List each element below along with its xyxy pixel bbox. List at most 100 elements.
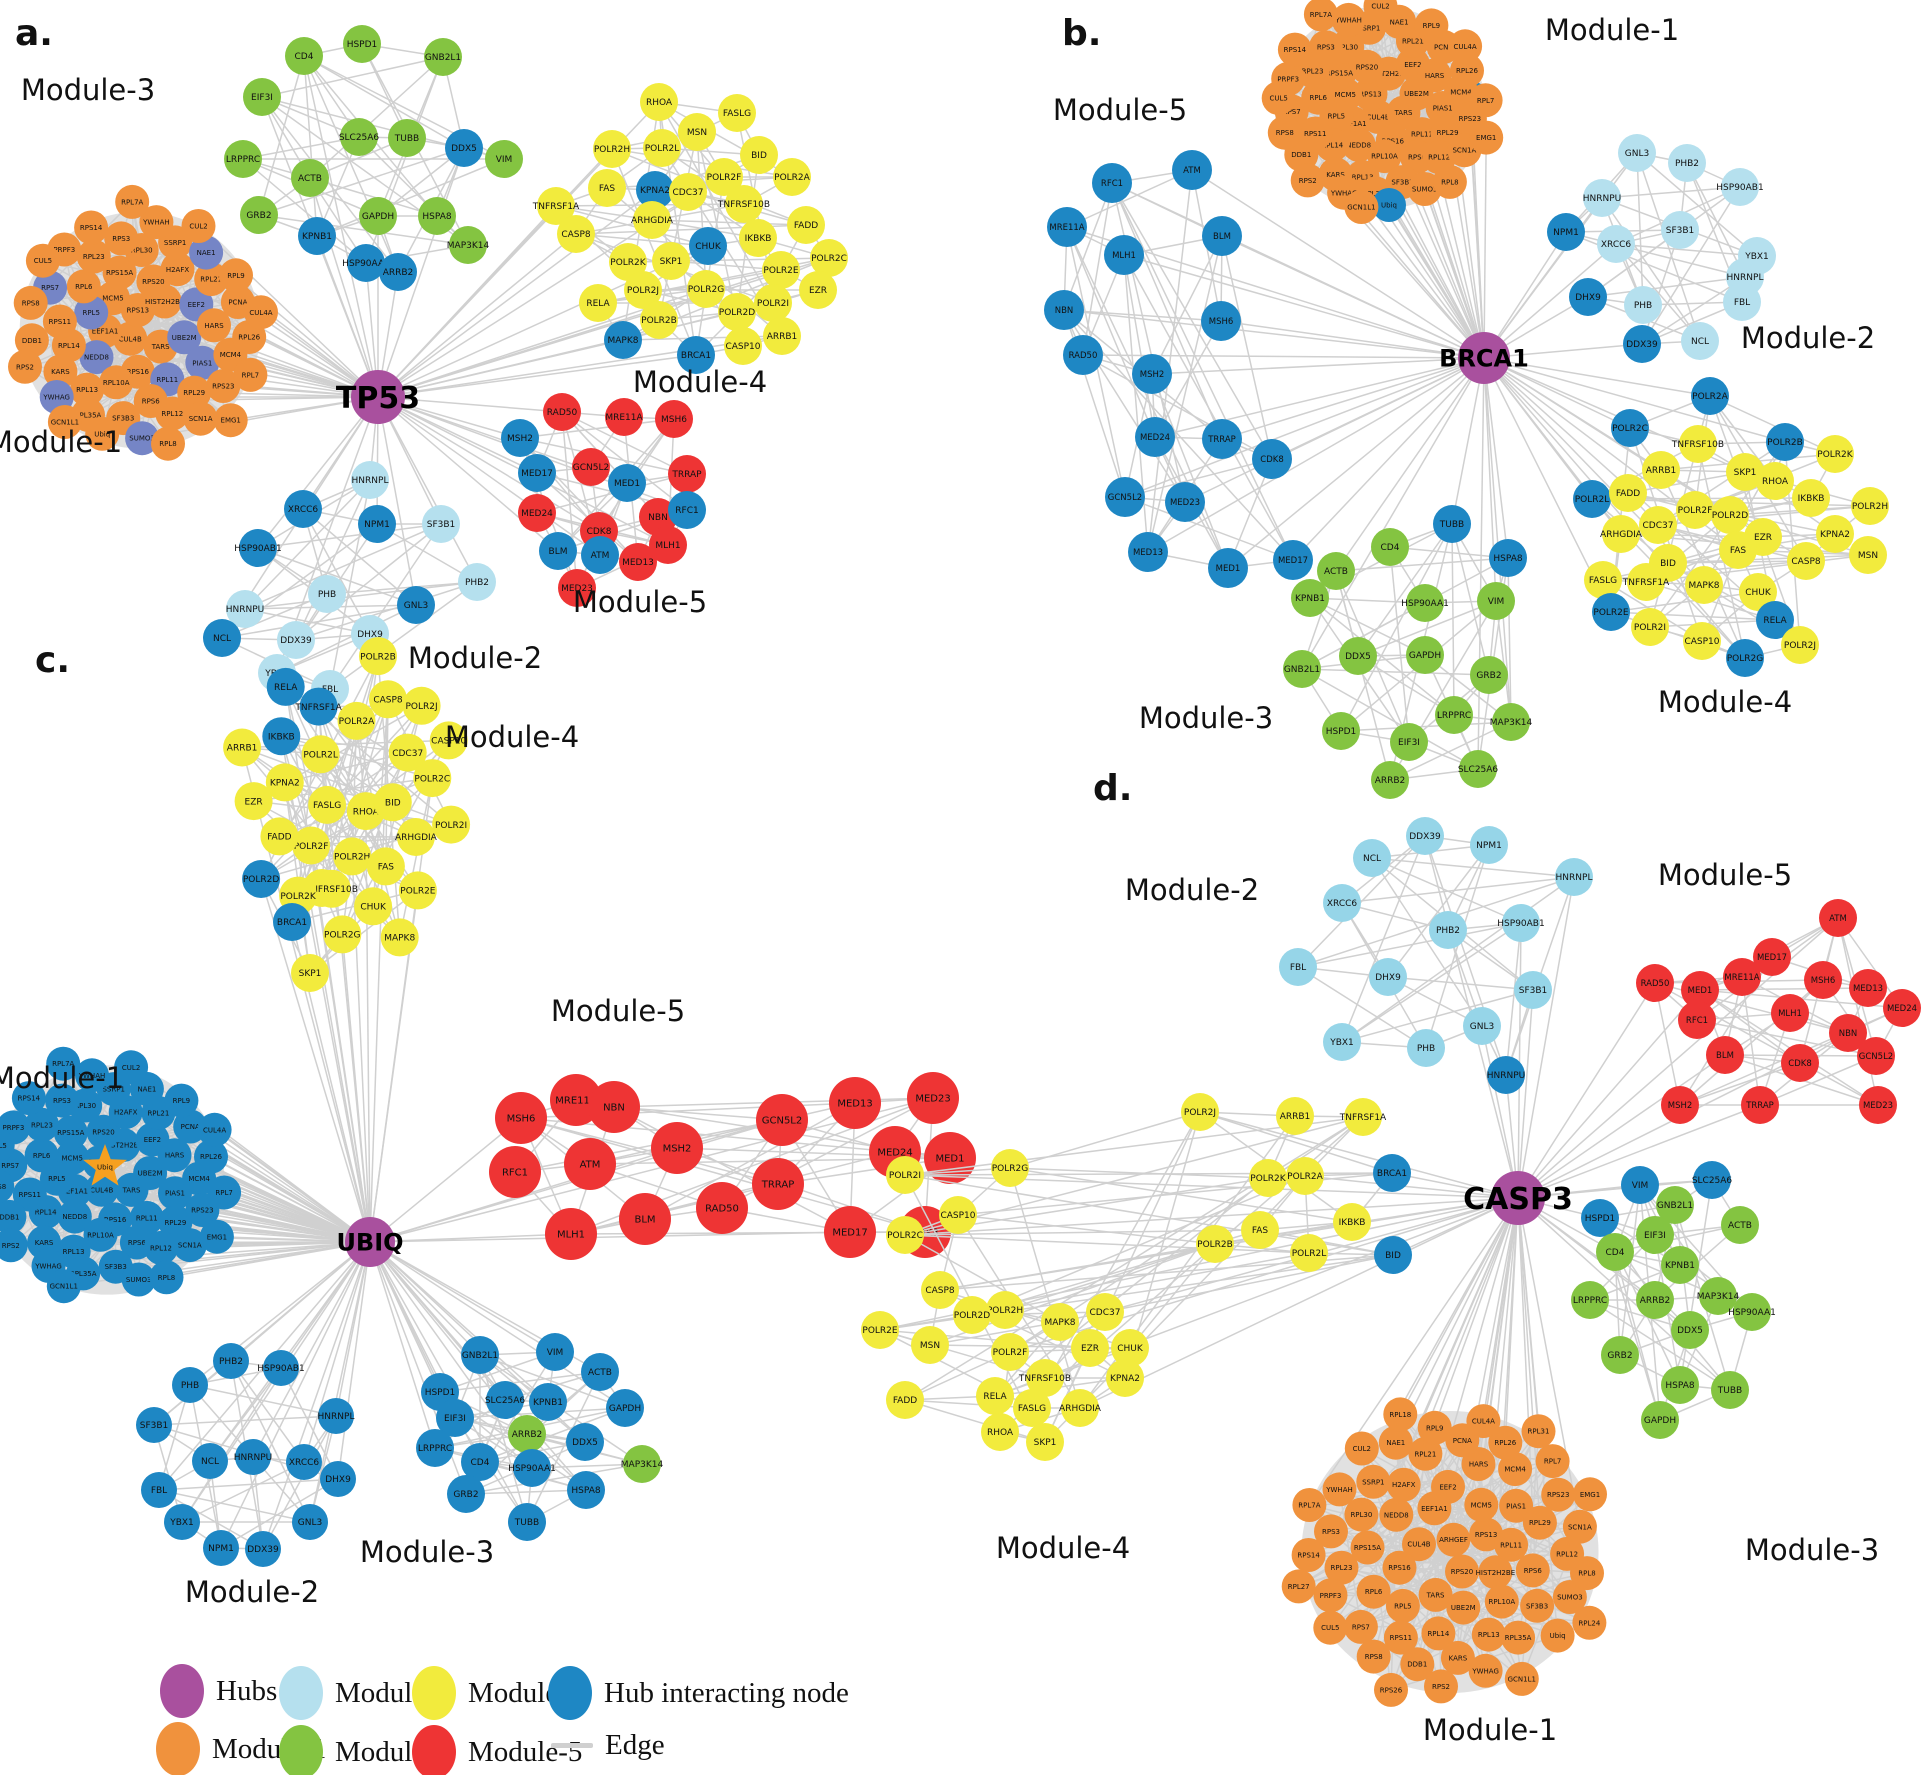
node-NBN[interactable] [1044,290,1084,330]
node-CHUK[interactable] [689,227,727,265]
node-CUL5[interactable] [1313,1610,1348,1645]
node-RPS14[interactable] [11,1081,46,1116]
node-LRPPRC[interactable] [224,140,262,178]
node-POLR2I[interactable] [754,284,792,322]
node-HNRNPL[interactable] [1555,858,1593,896]
node-POLR2H[interactable] [986,1291,1024,1329]
node-POLR2D[interactable] [718,293,756,331]
node-CUL4B[interactable] [1402,1527,1436,1562]
node-HARS[interactable] [1417,58,1452,93]
node-RPS8[interactable] [1267,115,1302,150]
node-CUL5[interactable] [25,243,60,278]
node-RPS3[interactable] [1308,30,1343,65]
node-BLM[interactable] [1202,216,1242,256]
node-BRCA1[interactable] [273,903,311,941]
node-HSPA8[interactable] [418,197,456,235]
node-RPL5[interactable] [1385,1588,1420,1623]
node-EIF3I[interactable] [436,1399,474,1437]
node-POLR2K[interactable] [1249,1159,1287,1197]
node-HNRNPL[interactable] [318,1398,354,1434]
node-VIM[interactable] [485,140,523,178]
node-CASP8[interactable] [921,1271,959,1309]
node-XRCC6[interactable] [284,490,322,528]
node-PHB[interactable] [1624,286,1662,324]
node-POLR2I[interactable] [1631,608,1669,646]
hub-node-BRCA1[interactable] [1458,332,1510,384]
node-HSP90AA1[interactable] [347,244,385,282]
node-RPL10A[interactable] [1484,1584,1519,1619]
node-POLR2I[interactable] [432,805,471,844]
node-FAS[interactable] [1241,1211,1279,1249]
node-ARRB1[interactable] [1642,451,1680,489]
node-RPL24[interactable] [1572,1605,1607,1640]
node-DDX5[interactable] [445,129,483,167]
node-MSH2[interactable] [501,419,539,457]
node-POLR2G[interactable] [687,270,725,308]
node-MED1[interactable] [1208,548,1248,588]
node-GRB2[interactable] [240,196,278,234]
node-GCN5L2[interactable] [1857,1037,1895,1075]
node-RPL14[interactable] [1421,1616,1456,1651]
node-MED13[interactable] [1849,969,1887,1007]
node-HNRNPU[interactable] [226,590,264,628]
node-RPL18[interactable] [1383,1397,1418,1432]
node-KPNB1[interactable] [298,217,336,255]
node-CASP10[interactable] [1683,622,1721,660]
node-CUL2[interactable] [114,1050,149,1085]
node-GAPDH[interactable] [359,197,397,235]
node-SUMO3[interactable] [121,1262,156,1297]
node-CASP8[interactable] [1787,542,1825,580]
node-MAP3K14[interactable] [1699,1277,1737,1315]
node-RPS15A[interactable] [53,1115,88,1150]
node-CUL2[interactable] [181,209,216,243]
hub-node-UBIQ[interactable] [345,1217,395,1267]
node-POLR2K[interactable] [609,243,647,281]
node-RAD50[interactable] [1636,964,1674,1002]
node-CUL2[interactable] [1363,0,1398,24]
node-SUMO3[interactable] [125,421,160,456]
node-MLH1[interactable] [649,526,687,564]
node-CUL5[interactable] [1261,81,1296,116]
node-DDX5[interactable] [1339,637,1377,675]
node-FBL[interactable] [141,1472,177,1508]
node-PHB[interactable] [1407,1029,1445,1067]
node-MSH6[interactable] [655,400,693,438]
node-PHB[interactable] [308,575,346,613]
node-NEDD8[interactable] [57,1199,92,1234]
node-MAPK8[interactable] [1685,566,1723,604]
node-TUBB[interactable] [1433,505,1471,543]
node-BID[interactable] [1374,1236,1412,1274]
node-HSPA8[interactable] [1661,1366,1699,1404]
node-HIST2H2BE[interactable] [1478,1555,1513,1590]
node-RPL7A[interactable] [115,184,150,219]
node-RPL7A[interactable] [1303,0,1338,32]
node-Ubiq[interactable] [85,416,120,451]
node-MAPK8[interactable] [380,918,419,957]
node-RPS3[interactable] [1314,1514,1348,1549]
node-TARS[interactable] [1418,1577,1453,1612]
node-TNFRSF1A[interactable] [299,687,338,726]
node-MSN[interactable] [1849,536,1887,574]
node-POLR2C[interactable] [1611,409,1649,447]
node-MSH2[interactable] [651,1122,703,1174]
node-H2AFX[interactable] [1386,1467,1421,1502]
node-CHUK[interactable] [1739,573,1777,611]
node-DHX9[interactable] [1369,958,1407,996]
node-CD4[interactable] [1371,528,1409,566]
node-MSN[interactable] [678,113,716,151]
node-CDK8[interactable] [1252,439,1292,479]
node-NCL[interactable] [203,619,241,657]
node-ATM[interactable] [564,1138,616,1190]
node-YWHAH[interactable] [1331,2,1366,37]
node-RPL7[interactable] [207,1175,242,1210]
node-FASLG[interactable] [1584,561,1622,599]
node-EEF2[interactable] [1431,1469,1465,1504]
node-RPL26[interactable] [1450,53,1484,88]
node-POLR2H[interactable] [333,837,372,876]
node-EIF3I[interactable] [1636,1216,1674,1254]
node-HNRNPU[interactable] [235,1439,271,1475]
node-YWHAH[interactable] [139,205,174,240]
node-NEDD8[interactable] [1341,127,1376,162]
node-RPS14[interactable] [1277,32,1312,67]
node-Ubiq[interactable] [1372,188,1406,222]
